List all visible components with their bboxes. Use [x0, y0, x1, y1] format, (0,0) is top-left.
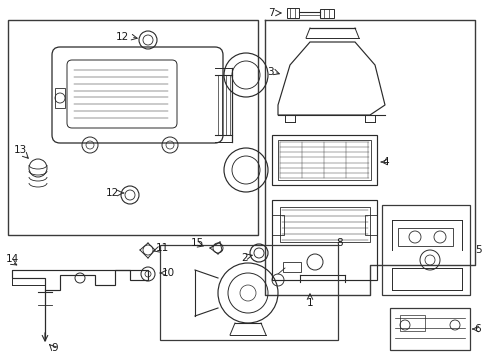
Text: 8: 8 — [336, 238, 343, 248]
Text: 9: 9 — [52, 343, 58, 353]
Bar — [397, 228, 452, 246]
Text: 14: 14 — [5, 254, 19, 264]
Bar — [283, 262, 301, 272]
Bar — [389, 308, 469, 350]
Text: 7: 7 — [267, 8, 274, 18]
Text: 15: 15 — [190, 238, 203, 248]
Bar — [399, 315, 424, 331]
Bar — [271, 200, 376, 280]
Bar — [160, 245, 337, 340]
Text: 12: 12 — [115, 32, 128, 42]
Text: 3: 3 — [266, 67, 273, 77]
Text: 6: 6 — [474, 324, 480, 334]
Text: 10: 10 — [161, 268, 174, 278]
Bar — [278, 140, 370, 180]
Text: 11: 11 — [155, 243, 168, 253]
Text: 2: 2 — [241, 253, 248, 263]
Bar — [319, 9, 333, 18]
Bar — [364, 215, 376, 235]
Bar — [286, 8, 298, 18]
Bar — [271, 135, 376, 185]
Bar — [280, 207, 369, 242]
Text: 13: 13 — [13, 145, 26, 155]
Bar — [381, 205, 469, 295]
Text: 1: 1 — [306, 298, 313, 308]
Polygon shape — [12, 270, 148, 290]
Text: 5: 5 — [474, 245, 480, 255]
Text: 4: 4 — [382, 157, 388, 167]
Bar — [8, 20, 258, 235]
Polygon shape — [278, 42, 384, 115]
Text: 12: 12 — [105, 188, 119, 198]
Bar — [271, 215, 284, 235]
